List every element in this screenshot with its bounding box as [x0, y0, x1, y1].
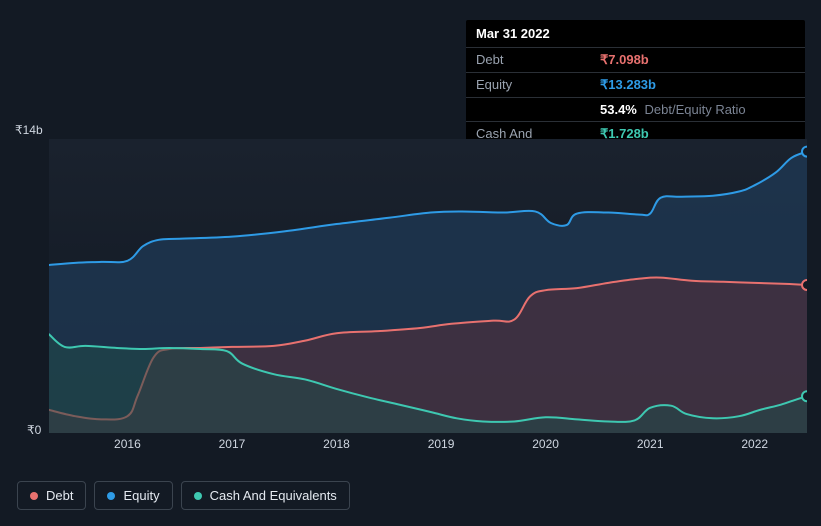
legend-chip-debt[interactable]: Debt — [17, 481, 86, 510]
tooltip-label: Debt — [476, 52, 600, 68]
tooltip-date: Mar 31 2022 — [466, 20, 805, 48]
tooltip-row-debt: Debt ₹7.098b — [466, 48, 805, 73]
legend-dot-icon — [194, 492, 202, 500]
x-tick: 2018 — [323, 437, 350, 451]
legend-label: Equity — [123, 488, 159, 503]
legend-chip-equity[interactable]: Equity — [94, 481, 172, 510]
legend-chip-cash[interactable]: Cash And Equivalents — [181, 481, 350, 510]
tooltip-row-equity: Equity ₹13.283b — [466, 73, 805, 98]
legend-label: Cash And Equivalents — [210, 488, 337, 503]
x-tick: 2022 — [741, 437, 768, 451]
tooltip-label — [476, 102, 600, 117]
x-tick: 2017 — [219, 437, 246, 451]
debt-equity-chart[interactable]: ₹14b ₹0 2016201720182019202020212022 — [17, 125, 809, 463]
x-axis: 2016 2017 2018 2019 2020 2021 2022 — [49, 437, 807, 457]
tooltip-value: ₹7.098b — [600, 52, 649, 68]
x-tick: 2016 — [114, 437, 141, 451]
legend-dot-icon — [30, 492, 38, 500]
x-tick: 2021 — [637, 437, 664, 451]
tooltip-sublabel: Debt/Equity Ratio — [645, 102, 746, 117]
x-tick: 2019 — [428, 437, 455, 451]
legend-dot-icon — [107, 492, 115, 500]
legend-label: Debt — [46, 488, 73, 503]
legend: Debt Equity Cash And Equivalents — [17, 481, 350, 510]
tooltip-label: Equity — [476, 77, 600, 93]
y-tick-max: ₹14b — [15, 123, 45, 137]
x-tick: 2020 — [532, 437, 559, 451]
tooltip-value: ₹13.283b — [600, 77, 656, 93]
areas-svg — [49, 139, 807, 433]
plot-area[interactable] — [49, 139, 807, 433]
tooltip-row-ratio: 53.4% Debt/Equity Ratio — [466, 98, 805, 122]
tooltip-value: 53.4% — [600, 102, 637, 117]
